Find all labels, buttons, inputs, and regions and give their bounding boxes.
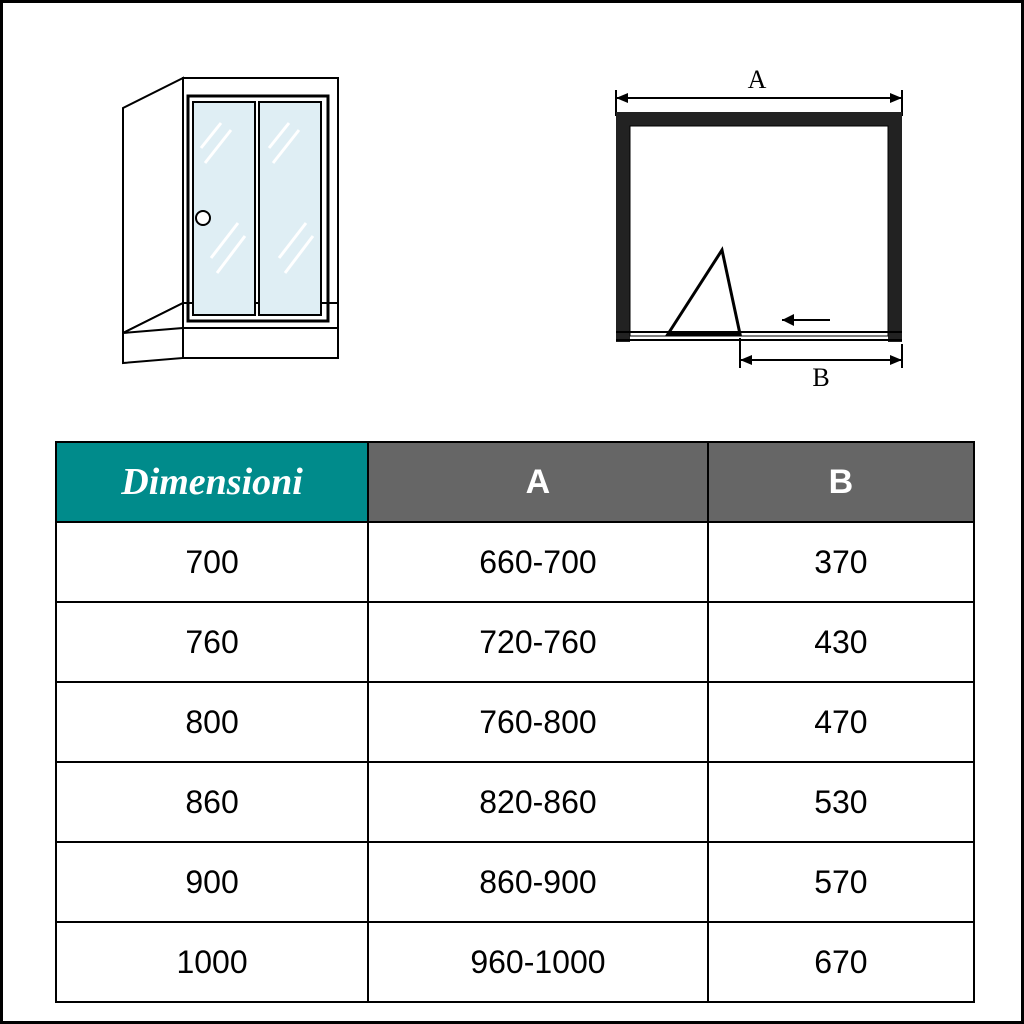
dimension-label-a: A: [747, 68, 766, 94]
diagram-row: A B: [3, 53, 1021, 423]
cell-dim: 700: [56, 522, 368, 602]
header-dimensioni: Dimensioni: [56, 442, 368, 522]
header-a: A: [368, 442, 708, 522]
cell-a: 820-860: [368, 762, 708, 842]
cell-a: 660-700: [368, 522, 708, 602]
dimensions-table: Dimensioni A B 700 660-700 370 760 720-7…: [55, 441, 975, 1003]
cell-b: 470: [708, 682, 974, 762]
cell-dim: 1000: [56, 922, 368, 1002]
table-row: 1000 960-1000 670: [56, 922, 974, 1002]
cell-b: 530: [708, 762, 974, 842]
cell-b: 670: [708, 922, 974, 1002]
cell-a: 860-900: [368, 842, 708, 922]
table-header-row: Dimensioni A B: [56, 442, 974, 522]
dimension-label-b: B: [812, 363, 829, 392]
dimensions-table-wrap: Dimensioni A B 700 660-700 370 760 720-7…: [55, 441, 975, 1003]
cell-dim: 760: [56, 602, 368, 682]
table-row: 900 860-900 570: [56, 842, 974, 922]
page-frame: A B: [0, 0, 1024, 1024]
cell-dim: 900: [56, 842, 368, 922]
table-row: 700 660-700 370: [56, 522, 974, 602]
cell-dim: 860: [56, 762, 368, 842]
cell-b: 570: [708, 842, 974, 922]
cell-b: 430: [708, 602, 974, 682]
header-b: B: [708, 442, 974, 522]
table-row: 760 720-760 430: [56, 602, 974, 682]
cell-a: 720-760: [368, 602, 708, 682]
cell-b: 370: [708, 522, 974, 602]
shower-door-isometric: [93, 68, 393, 408]
cell-a: 960-1000: [368, 922, 708, 1002]
table-row: 800 760-800 470: [56, 682, 974, 762]
table-row: 860 820-860 530: [56, 762, 974, 842]
cell-dim: 800: [56, 682, 368, 762]
cell-a: 760-800: [368, 682, 708, 762]
shower-plan-diagram: A B: [572, 68, 932, 408]
